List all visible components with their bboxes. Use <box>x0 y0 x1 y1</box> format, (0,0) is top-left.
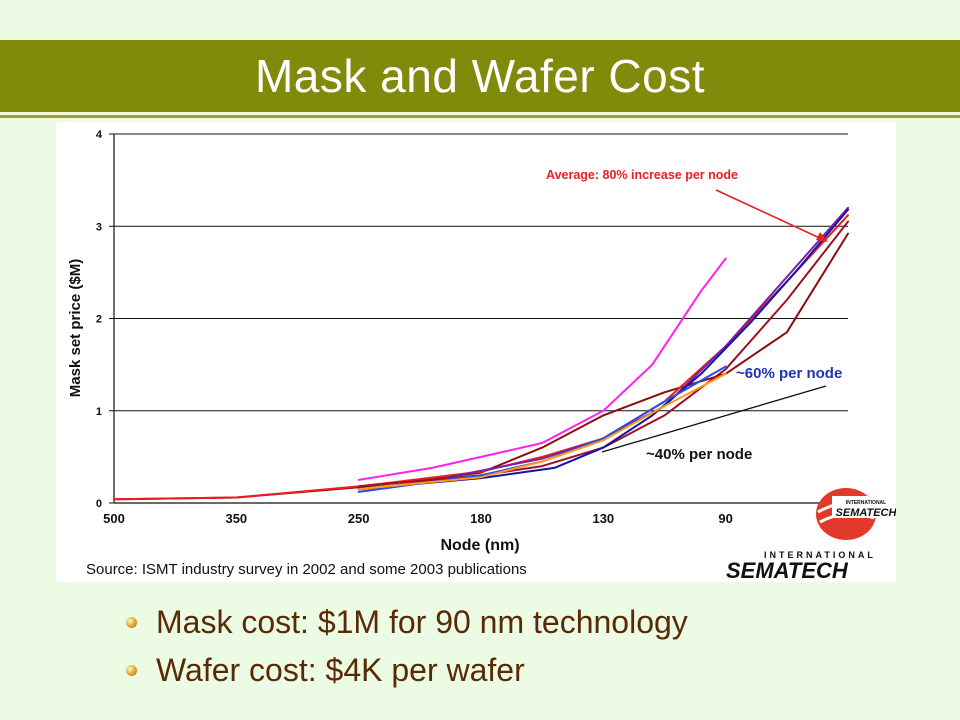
chart-panel: 0 1 2 3 4 500 350 250 180 130 90 Mask set price ($… <box>56 122 896 582</box>
grid-lines <box>114 133 848 412</box>
x-tick-label: 500 <box>103 511 125 526</box>
bullet-text: Wafer cost: $4K per wafer <box>156 652 525 688</box>
y-tick-label: 4 <box>96 129 103 141</box>
bullet-item: Mask cost: $1M for 90 nm technology <box>126 598 926 646</box>
x-tick-label: 250 <box>348 511 370 526</box>
y-axis-title: Mask set price ($M) <box>67 259 84 397</box>
y-tick-label: 1 <box>96 406 102 418</box>
bullet-item: Wafer cost: $4K per wafer <box>126 646 926 694</box>
tick-labels: 0 1 2 3 4 500 350 250 180 130 90 <box>96 129 733 526</box>
svg-text:INTERNATIONAL: INTERNATIONAL <box>764 550 876 560</box>
x-tick-label: 350 <box>225 511 247 526</box>
annotation-average: Average: 80% increase per node <box>546 168 738 182</box>
series-line <box>357 257 727 481</box>
series-line <box>357 365 727 493</box>
arrow-40pct <box>601 385 827 453</box>
slide-title: Mask and Wafer Cost <box>254 50 706 102</box>
annotation-60pct: ~60% per node <box>736 365 842 382</box>
source-note: Source: ISMT industry survey in 2002 and… <box>86 561 527 578</box>
bullet-icon <box>126 617 137 628</box>
y-tick-label: 0 <box>96 498 102 510</box>
y-tick-label: 2 <box>96 314 102 326</box>
sematech-wordmark-logo: INTERNATIONAL SEMATECH <box>726 550 876 582</box>
svg-text:SEMATECH: SEMATECH <box>836 507 896 519</box>
series-line <box>357 208 849 491</box>
axes <box>109 133 848 504</box>
x-tick-label: 90 <box>718 511 732 526</box>
x-tick-label: 130 <box>592 511 614 526</box>
title-bar: Mask and Wafer Cost <box>0 40 960 115</box>
arrow-average <box>715 189 825 241</box>
bullet-icon <box>126 665 137 676</box>
data-series <box>113 206 849 501</box>
series-line <box>357 372 727 491</box>
x-tick-label: 180 <box>470 511 492 526</box>
annotation-arrows <box>601 189 828 453</box>
svg-text:INTERNATIONAL: INTERNATIONAL <box>846 500 886 506</box>
bullet-text: Mask cost: $1M for 90 nm technology <box>156 604 688 640</box>
arrow-average-head <box>816 232 828 242</box>
sematech-globe-logo: INTERNATIONAL SEMATECH <box>816 488 896 540</box>
svg-text:SEMATECH: SEMATECH <box>726 558 849 582</box>
annotation-40pct: ~40% per node <box>646 446 752 463</box>
bullet-list: Mask cost: $1M for 90 nm technology Wafe… <box>126 598 926 694</box>
y-tick-label: 3 <box>96 221 102 233</box>
x-axis-title: Node (nm) <box>440 537 519 554</box>
mask-cost-chart: 0 1 2 3 4 500 350 250 180 130 90 Mask set price ($… <box>67 129 896 582</box>
